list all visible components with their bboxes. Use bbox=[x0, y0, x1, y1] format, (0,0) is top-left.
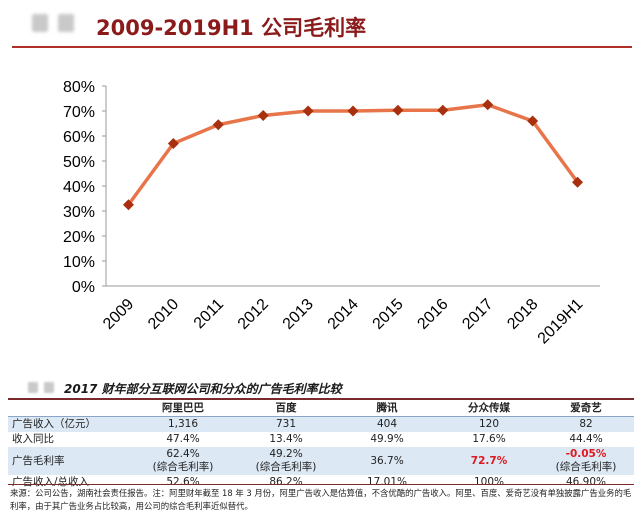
y-tick-label: 10% bbox=[63, 254, 95, 271]
table-cell: 17.6% bbox=[472, 433, 506, 445]
table-title-row: 2017 财年部分互联网公司和分众的广告毛利率比较 bbox=[8, 378, 634, 398]
data-point bbox=[347, 105, 359, 117]
table-cell: 46.90% bbox=[565, 476, 607, 488]
table-cell: 17.01% bbox=[366, 476, 408, 488]
table-header-row: 阿里巴巴 百度 腾讯 分众传媒 爱奇艺 bbox=[8, 400, 634, 417]
x-tick-label: 2016 bbox=[414, 296, 451, 333]
title-divider bbox=[12, 46, 632, 48]
cell-value: 49.2% bbox=[269, 448, 303, 460]
y-tick-label: 30% bbox=[63, 204, 95, 221]
data-point bbox=[122, 199, 134, 211]
table-top-rule bbox=[8, 398, 634, 400]
table-row: 广告收入/总收入 52.6% 86.2% 17.01% 100% 46.90% bbox=[8, 475, 634, 490]
x-tick-label: 2015 bbox=[370, 296, 407, 333]
company-logo-icon bbox=[44, 382, 54, 393]
cell-note: (综合毛利率) bbox=[555, 461, 617, 473]
gross-margin-line-chart: 0%10%20%30%40%50%60%70%80% 2009 2010 2011 2… bbox=[63, 79, 600, 348]
series-gross-margin bbox=[122, 99, 584, 211]
data-point bbox=[437, 104, 449, 116]
y-tick-label: 80% bbox=[63, 79, 95, 96]
column-header-baidu: 百度 bbox=[275, 401, 297, 414]
y-axis: 0% 10% 20% 30% 40% 50% 60% 70% 80% bbox=[63, 79, 107, 296]
cell-note: (综合毛利率) bbox=[255, 461, 317, 473]
row-label: 广告收入（亿元） bbox=[8, 416, 128, 432]
series-line bbox=[127, 103, 579, 206]
table-cell: 36.7% bbox=[334, 447, 440, 475]
table-cell: 49.9% bbox=[370, 433, 404, 445]
cell-note: (综合毛利率) bbox=[152, 461, 214, 473]
x-tick-label: 2012 bbox=[235, 296, 272, 333]
table-row: 广告收入（亿元） 1,316 731 404 120 82 bbox=[8, 416, 634, 432]
page-title: 2009-2019H1 公司毛利率 bbox=[96, 16, 367, 40]
x-axis: 2009 2010 2011 2012 2013 2014 2015 2016 2017 2018… bbox=[100, 285, 600, 348]
table-row: 广告毛利率 62.4% (综合毛利率) 49.2% (综合毛利率) 36.7% … bbox=[8, 447, 634, 475]
title-bar: 2009-2019H1 公司毛利率 bbox=[0, 0, 641, 50]
table-cell: 52.6% bbox=[166, 476, 200, 488]
column-header-alibaba: 阿里巴巴 bbox=[162, 401, 204, 414]
y-tick-label: 70% bbox=[63, 104, 95, 121]
data-point bbox=[392, 104, 404, 116]
table-cell-highlight: 72.7% bbox=[440, 447, 538, 475]
row-label: 广告毛利率 bbox=[8, 447, 128, 475]
table-cell: 86.2% bbox=[269, 476, 303, 488]
table-cell: 100% bbox=[473, 476, 505, 488]
data-point bbox=[167, 138, 179, 149]
table-cell: 47.4% bbox=[166, 433, 200, 445]
company-logo-icon bbox=[58, 14, 74, 32]
table-cell: 49.2% (综合毛利率) bbox=[238, 447, 334, 475]
table-cell: 404 bbox=[334, 416, 440, 432]
table-cell: 82 bbox=[538, 416, 634, 432]
x-tick-label: 2011 bbox=[191, 296, 227, 332]
data-point bbox=[572, 176, 584, 188]
ad-margin-comparison-table: 阿里巴巴 百度 腾讯 分众传媒 爱奇艺 广告收入（亿元） 1,316 731 4… bbox=[8, 400, 634, 490]
table-cell: 44.4% bbox=[569, 433, 603, 445]
table-cell: 13.4% bbox=[269, 433, 303, 445]
table-cell: 1,316 bbox=[128, 416, 238, 432]
data-point bbox=[482, 99, 494, 111]
x-tick-label: 2009 bbox=[100, 296, 137, 333]
x-tick-label: 2019H1 bbox=[535, 296, 587, 348]
row-label: 收入同比 bbox=[12, 433, 54, 445]
column-header-focus-media: 分众传媒 bbox=[468, 401, 510, 414]
y-tick-label: 40% bbox=[63, 179, 95, 196]
table-cell: 62.4% (综合毛利率) bbox=[128, 447, 238, 475]
y-tick-label: 0% bbox=[72, 279, 95, 296]
company-logo-icon bbox=[28, 382, 38, 393]
data-point bbox=[302, 105, 314, 117]
column-header-tencent: 腾讯 bbox=[376, 401, 398, 414]
table-cell: -0.05% (综合毛利率) bbox=[538, 447, 634, 475]
cell-value: 62.4% bbox=[166, 448, 200, 460]
x-tick-label: 2017 bbox=[459, 296, 496, 333]
table-cell: 731 bbox=[238, 416, 334, 432]
x-tick-label: 2010 bbox=[145, 296, 182, 333]
x-tick-label: 2018 bbox=[504, 296, 541, 333]
data-point bbox=[527, 115, 539, 127]
x-tick-label: 2013 bbox=[280, 296, 317, 333]
data-point bbox=[257, 110, 269, 121]
data-point bbox=[212, 119, 224, 131]
table-title: 2017 财年部分互联网公司和分众的广告毛利率比较 bbox=[64, 382, 342, 396]
table-bottom-rule bbox=[8, 484, 634, 485]
company-logo-icon bbox=[32, 14, 48, 32]
column-header bbox=[8, 400, 128, 417]
y-tick-label: 60% bbox=[63, 129, 95, 146]
cell-value-highlight: -0.05% bbox=[565, 448, 607, 460]
y-tick-label: 50% bbox=[63, 154, 95, 171]
column-header-iqiyi: 爱奇艺 bbox=[570, 401, 602, 414]
x-tick-label: 2014 bbox=[325, 296, 362, 333]
row-label: 广告收入/总收入 bbox=[12, 476, 90, 488]
source-note: 来源：公司公告，湖南社会责任报告。注：阿里财年截至 18 年 3 月份，阿里广告… bbox=[10, 488, 632, 511]
table-cell: 120 bbox=[440, 416, 538, 432]
table-row: 收入同比 47.4% 13.4% 49.9% 17.6% 44.4% bbox=[8, 432, 634, 447]
y-tick-label: 20% bbox=[63, 229, 95, 246]
